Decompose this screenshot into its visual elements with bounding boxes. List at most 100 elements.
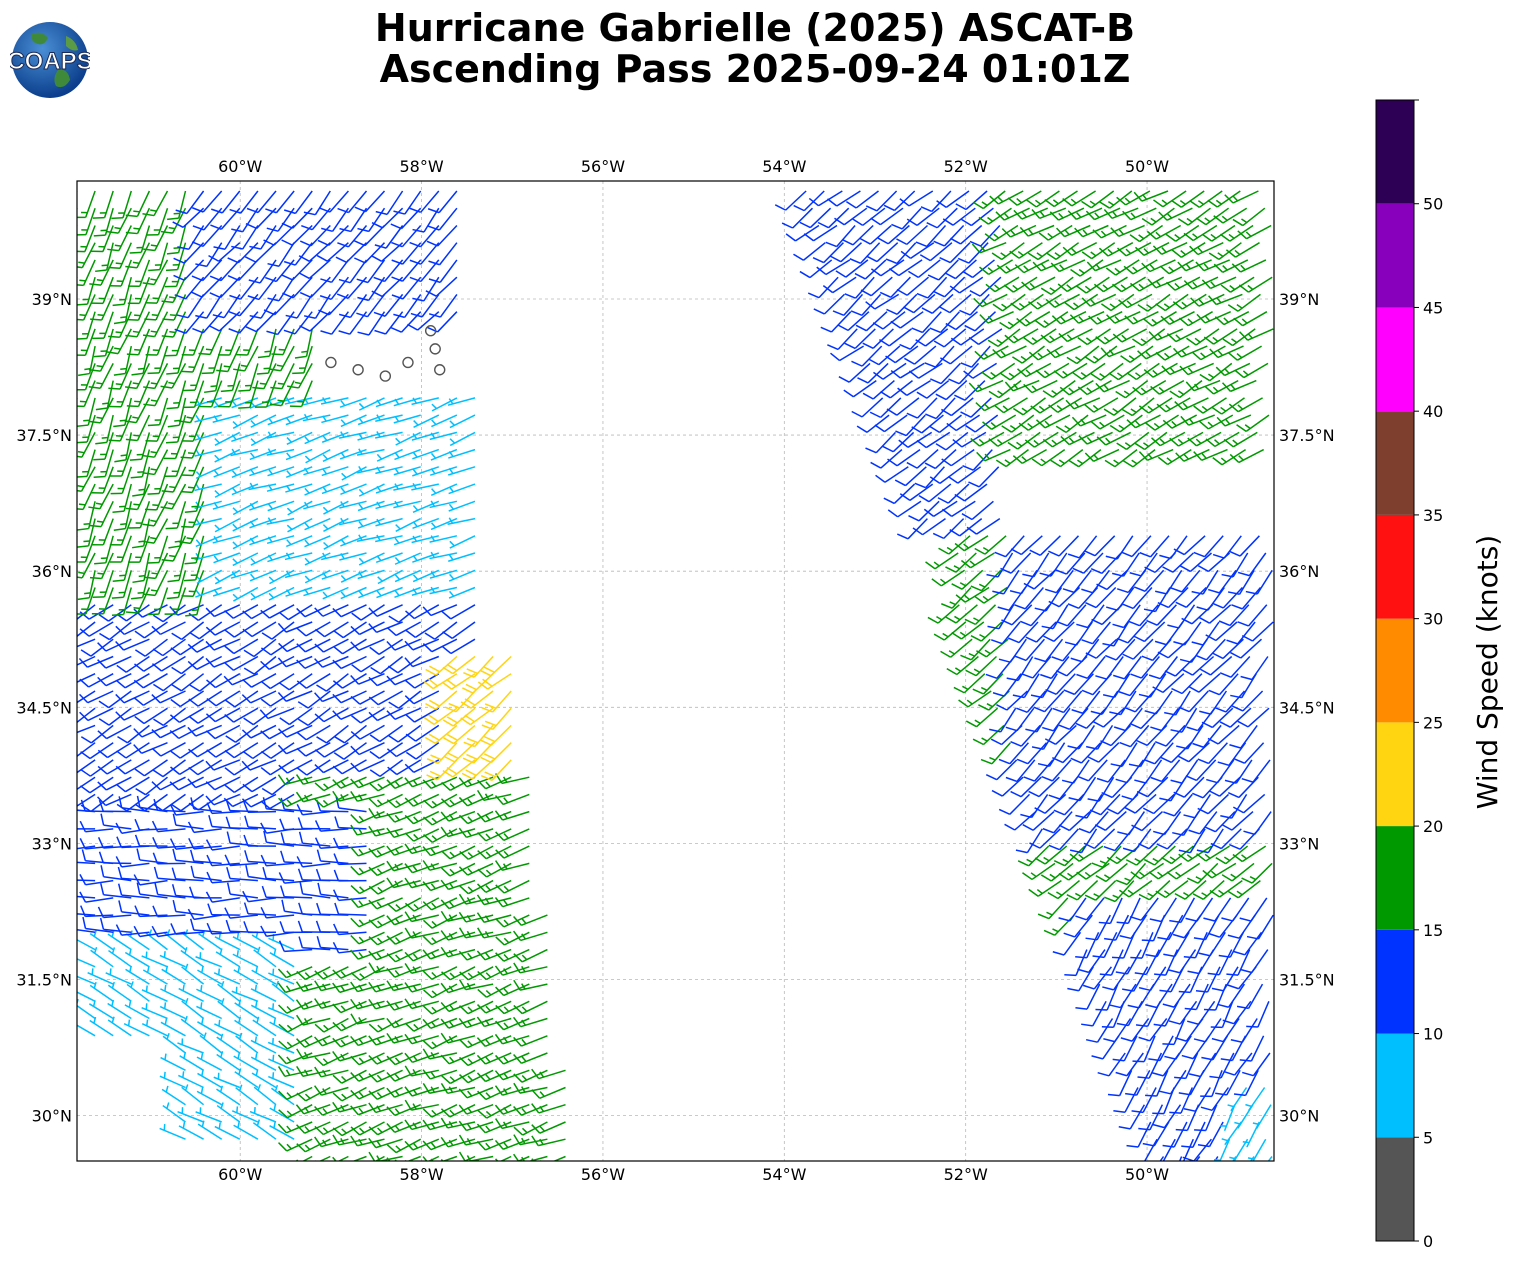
wind-barb (442, 707, 476, 727)
wind-barb (161, 466, 187, 493)
wind-barb (79, 891, 114, 903)
wind-barb (188, 742, 223, 758)
wind-barb (285, 466, 313, 478)
lon-tick-label-top: 50°W (1125, 157, 1169, 176)
wind-barb (1042, 811, 1073, 834)
wind-barb (1221, 862, 1255, 882)
wind-barb (289, 380, 313, 408)
wind-barb (903, 293, 936, 314)
wind-barb (164, 259, 187, 288)
wind-barb (458, 810, 494, 825)
wind-barb (315, 868, 349, 882)
wind-barb (1179, 638, 1208, 664)
wind-barb (1223, 1052, 1253, 1076)
wind-barb (404, 1017, 440, 1032)
wind-barb (113, 397, 133, 428)
wind-barb (1187, 1000, 1216, 1025)
wind-barb (1137, 1052, 1163, 1079)
wind-barb (232, 586, 259, 602)
wind-barb (213, 225, 241, 250)
wind-barb (93, 449, 114, 478)
wind-barb (1043, 914, 1075, 936)
wind-barb (283, 190, 313, 215)
wind-barb (286, 517, 313, 533)
wind-barb (1174, 1052, 1199, 1080)
wind-barb (1202, 862, 1237, 879)
colorbar-bin (1376, 411, 1414, 515)
wind-barb (77, 931, 78, 934)
wind-barb (1119, 724, 1150, 748)
wind-barb (301, 207, 331, 231)
wind-barb (1037, 897, 1069, 920)
wind-barb (1155, 345, 1190, 361)
wind-barb (1187, 862, 1219, 884)
wind-barb (172, 899, 204, 916)
wind-barb (513, 1052, 548, 1064)
wind-barb (232, 552, 259, 567)
wind-barb (394, 586, 421, 599)
wind-barb (458, 862, 494, 876)
wind-barb (1067, 966, 1094, 992)
wind-barb (77, 328, 78, 355)
wind-barb (341, 466, 367, 481)
wind-barb (197, 1069, 223, 1089)
wind-barb (88, 483, 114, 510)
wind-barb (1005, 707, 1035, 732)
wind-barb (143, 552, 169, 580)
wind-barb (870, 207, 904, 226)
wind-barb (1222, 1000, 1252, 1025)
wind-barb (1012, 673, 1040, 699)
wind-barb (269, 1104, 295, 1123)
colorbar-tick-label: 45 (1423, 298, 1443, 317)
wind-barb (1138, 966, 1167, 992)
wind-barb (152, 759, 186, 778)
wind-barb (1134, 949, 1160, 976)
wind-barb (298, 242, 331, 262)
wind-barb (1181, 1121, 1206, 1149)
wind-barb (1188, 811, 1218, 835)
wind-barb (93, 432, 114, 461)
wind-barb (143, 380, 169, 407)
wind-barb (368, 981, 403, 993)
wind-barb (303, 190, 331, 216)
wind-barb (350, 810, 385, 824)
wind-barb (115, 822, 150, 834)
wind-barb (1148, 328, 1184, 341)
wind-barb (79, 820, 114, 833)
wind-barb (1095, 862, 1128, 883)
wind-barb (1220, 1035, 1247, 1062)
wind-barb (133, 673, 168, 689)
wind-barb (1126, 1121, 1152, 1148)
wind-barb (214, 517, 241, 533)
wind-barb (133, 874, 168, 886)
wind-barb (495, 931, 530, 946)
lat-tick-label-left: 30°N (32, 1107, 72, 1126)
wind-barb (368, 897, 403, 910)
wind-barb (224, 759, 259, 776)
wind-barb (1119, 879, 1153, 898)
wind-barb (1058, 862, 1092, 881)
wind-barb (799, 259, 833, 279)
wind-barb (77, 862, 78, 867)
lat-tick-label-right: 36°N (1279, 562, 1319, 581)
wind-barb (428, 242, 458, 266)
wind-barb (250, 431, 277, 447)
logo-text: COAPS (10, 48, 90, 75)
wind-barb (495, 1118, 530, 1130)
wind-barb (404, 690, 440, 705)
wind-barb (205, 759, 241, 771)
wind-barb (296, 856, 331, 868)
wind-barb (321, 414, 349, 424)
wind-barb (80, 742, 114, 760)
lat-tick-label-right: 34.5°N (1279, 698, 1335, 717)
wind-barb (356, 534, 385, 543)
wind-barb (358, 483, 385, 497)
wind-barb (1113, 707, 1143, 732)
wind-barb (495, 914, 530, 928)
wind-barb (1132, 1035, 1156, 1063)
wind-barb (1081, 1000, 1107, 1027)
wind-barb (1063, 673, 1094, 696)
wind-barb (386, 707, 421, 720)
wind-barb (1017, 845, 1050, 867)
wind-barb (165, 414, 187, 444)
